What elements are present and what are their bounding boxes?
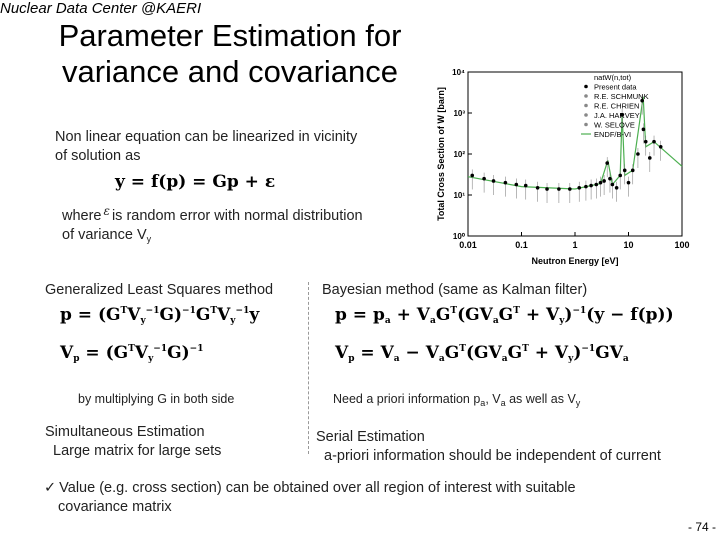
page-number: - 74 -	[687, 520, 716, 534]
simultaneous-line-1: Simultaneous Estimation	[45, 424, 205, 440]
bullet-line-1: Value (e.g. cross section) can be obtain…	[59, 480, 576, 496]
plot-frame	[467, 71, 683, 237]
y-tick-label: 10⁰	[453, 232, 466, 241]
data-point	[647, 156, 652, 160]
where-suffix: is random error with normal distribution	[111, 208, 363, 224]
intro-line-1: Non linear equation can be linearized in…	[55, 129, 358, 145]
legend-entry: ENDF/B-VI	[594, 130, 631, 139]
data-point	[626, 180, 631, 185]
conclusion-bullet: ✓ Value (e.g. cross section) can be obtai…	[44, 479, 664, 517]
legend-marker	[584, 122, 588, 127]
data-point	[584, 184, 588, 189]
data-point	[636, 152, 640, 156]
y-tick-label: 10²	[453, 150, 465, 159]
intro-line-2: of solution as	[55, 148, 141, 164]
bayesian-method-label: Bayesian method (same as Kalman filter)	[322, 282, 588, 298]
data-point	[503, 180, 508, 185]
data-point	[568, 187, 572, 191]
gls-note: by multiplying G in both side	[78, 392, 235, 406]
gls-parameter-equation: p = (GTVy−1G)−1GTVy−1y	[60, 305, 260, 326]
legend-entry: Present data	[594, 83, 637, 92]
data-point	[523, 183, 528, 188]
data-point	[652, 139, 656, 144]
data-point	[470, 173, 475, 178]
y-tick-label: 10⁴	[452, 68, 465, 77]
x-tick-label: 1	[572, 240, 577, 250]
error-description: where ε is random error with normal distri…	[62, 204, 363, 249]
legend-marker	[584, 84, 588, 89]
y-axis-label: Total Cross Section of W [barn]	[436, 87, 446, 221]
data-point	[614, 185, 619, 190]
data-point	[594, 182, 599, 187]
data-point	[641, 127, 646, 132]
linearized-equation: y = f(p) = Gp + ε	[115, 172, 276, 192]
bayes-parameter-equation: p = pa + VaGT(GVaGT + Vy)−1(y − f(p))	[335, 305, 674, 326]
simultaneous-estimation: Simultaneous Estimation Large matrix for…	[45, 423, 221, 461]
data-point	[535, 185, 540, 190]
x-axis-label: Neutron Energy [eV]	[531, 256, 618, 266]
data-point	[622, 168, 627, 173]
serial-estimation: Serial Estimation a-priori information s…	[316, 428, 661, 466]
data-point	[618, 173, 623, 178]
checkmark-icon: ✓	[44, 480, 57, 496]
legend-entry: J.A. HARVEY	[594, 111, 640, 120]
data-point	[630, 168, 635, 173]
variance-subscript: y	[146, 234, 152, 244]
bullet-line-2: covariance matrix	[58, 499, 172, 515]
where-prefix: where	[62, 208, 102, 224]
data-point	[491, 179, 496, 183]
simultaneous-line-2: Large matrix for large sets	[53, 443, 222, 459]
data-point	[620, 113, 624, 117]
data-point	[545, 187, 549, 191]
data-point	[658, 144, 663, 149]
epsilon-symbol: ε	[103, 204, 110, 218]
y-tick-label: 10¹	[453, 191, 465, 200]
x-tick-label: 0.1	[515, 240, 528, 250]
data-point	[482, 176, 486, 181]
legend-entry: W. SELOVE	[594, 121, 635, 130]
data-point	[643, 139, 648, 144]
legend-entry: R.E. CHRIEN	[594, 102, 639, 111]
legend-marker	[584, 113, 588, 117]
data-point	[605, 161, 610, 165]
legend-marker	[584, 94, 588, 98]
y-tick-label: 10³	[453, 109, 465, 118]
x-tick-label: 10	[623, 240, 633, 250]
column-divider	[308, 282, 309, 454]
cross-section-chart: 0.01 0.1 1 10 100 10⁰ 10¹ 10² 10³ 10⁴ Neutron Ener…	[436, 68, 690, 266]
data-point	[602, 179, 606, 183]
page-title: Parameter Estimation for variance and co…	[58, 18, 402, 89]
data-point	[514, 182, 519, 187]
x-tick-label: 100	[674, 240, 689, 250]
data-point	[577, 185, 582, 190]
data-point	[640, 98, 644, 103]
data-point	[610, 182, 615, 187]
header-tag: Nuclear Data Center @KAERI	[0, 0, 202, 17]
gls-covariance-equation: Vp = (GTVy−1G)−1	[60, 343, 204, 364]
intro-text: Non linear equation can be linearized in…	[55, 128, 357, 166]
bayes-note: Need a priori information pa, Va as well…	[333, 392, 581, 408]
serial-line-2: a-priori information should be independe…	[324, 448, 661, 464]
bayes-covariance-equation: Vp = Va − VaGT(GVaGT + Vy)−1GVa	[335, 343, 629, 364]
serial-line-1: Serial Estimation	[316, 429, 425, 445]
legend-entry: natW(n,tot)	[594, 73, 632, 82]
gls-method-label: Generalized Least Squares method	[45, 282, 274, 298]
data-point	[608, 176, 612, 181]
data-point	[589, 183, 593, 188]
x-tick-label: 0.01	[459, 240, 477, 250]
variance-text: of variance V	[62, 227, 147, 243]
data-point	[557, 187, 561, 191]
data-point	[598, 180, 603, 185]
legend-entry: R.E. SCHMUNK	[594, 92, 649, 101]
legend-marker	[584, 103, 588, 108]
